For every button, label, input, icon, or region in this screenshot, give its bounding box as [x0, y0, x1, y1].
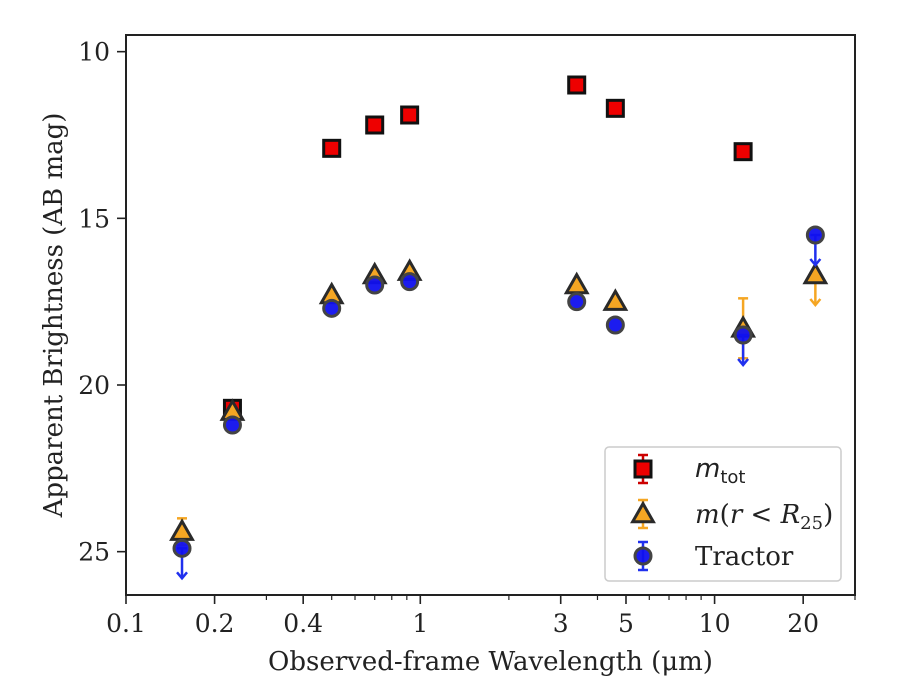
x-tick-label: 3 [553, 609, 569, 638]
data-point [733, 325, 753, 345]
square-marker [322, 138, 342, 158]
data-point [563, 271, 590, 295]
x-tick-label: 5 [618, 609, 634, 638]
circle-marker [567, 292, 587, 312]
data-point [605, 98, 625, 118]
square-marker [567, 75, 587, 95]
triangle-marker [602, 288, 629, 311]
data-point [602, 288, 629, 311]
legend-label-part: tot [720, 467, 745, 488]
x-tick-label: 0.1 [106, 609, 146, 638]
upper-limit-arrow [176, 571, 188, 581]
x-tick-label: 0.4 [283, 609, 323, 638]
data-point [733, 142, 753, 162]
legend-label-part: ( [720, 500, 730, 530]
legend-label-part: r [730, 500, 744, 530]
legend-label-mr: m(r < R25) [695, 500, 833, 534]
legend-marker [630, 500, 656, 524]
circle-marker [633, 546, 653, 566]
triangle-marker [630, 500, 656, 524]
legend-label-part: 25 [800, 513, 823, 534]
data-point [805, 225, 825, 245]
x-tick-label: 1 [412, 609, 428, 638]
upper-limit-arrow [737, 358, 750, 367]
legend-label-mtot: mtot [695, 454, 745, 488]
legend-marker [633, 546, 653, 566]
data-point [802, 261, 829, 285]
legend-entry-circle [633, 540, 653, 572]
y-tick-label: 15 [78, 204, 110, 233]
legend-label-part: < [742, 500, 780, 530]
circle-marker [400, 272, 420, 292]
circle-marker [605, 315, 625, 335]
y-tick-label: 25 [78, 538, 110, 567]
plot-frame [125, 34, 856, 596]
circle-marker [322, 298, 342, 318]
upper-limit-arrow [809, 258, 822, 267]
data-point [172, 538, 192, 558]
y-tick-label: 10 [78, 38, 110, 67]
legend-box [604, 446, 842, 582]
data-point [400, 272, 420, 292]
upper-limit-arrow [809, 298, 822, 307]
data-point [567, 75, 587, 95]
data-point [169, 518, 195, 541]
x-axis-label: Observed-frame Wavelength (μm) [268, 647, 713, 677]
data-point [400, 105, 420, 125]
legend-label-part: R [780, 500, 801, 530]
plot-content [169, 75, 829, 581]
x-tick-label: 0.2 [195, 609, 235, 638]
axes: 0.1 0.2 0.4 1 3 5 10 20 10 15 20 25 [78, 38, 856, 638]
legend-entry-square [633, 453, 653, 485]
data-point [222, 415, 242, 435]
circle-marker [733, 325, 753, 345]
square-marker [605, 98, 625, 118]
square-marker [400, 105, 420, 125]
y-axis-label: Apparent Brightness (AB mag) [39, 113, 69, 519]
data-point [322, 138, 342, 158]
data-point [605, 315, 625, 335]
data-point [365, 275, 385, 295]
series-circle [172, 225, 825, 581]
legend-label-part: m [695, 454, 720, 484]
legend-label-part: m [695, 500, 720, 530]
legend-marker [633, 459, 653, 479]
x-tick-label: 10 [699, 609, 731, 638]
square-marker [365, 115, 385, 135]
series-square [222, 75, 753, 418]
circle-marker [805, 225, 825, 245]
circle-marker [172, 538, 192, 558]
legend-entry-triangle [630, 498, 656, 530]
triangle-marker [169, 518, 195, 541]
data-point [567, 292, 587, 312]
legend-label-tractor: Tractor [695, 542, 794, 572]
square-marker [633, 459, 653, 479]
circle-marker [222, 415, 242, 435]
circle-marker [365, 275, 385, 295]
y-tick-label: 20 [78, 371, 110, 400]
triangle-marker [802, 261, 829, 285]
data-point [322, 298, 342, 318]
square-marker [733, 142, 753, 162]
legend-label-part: ) [823, 500, 833, 530]
x-tick-label: 20 [787, 609, 819, 638]
data-point [365, 115, 385, 135]
triangle-marker [563, 271, 590, 295]
